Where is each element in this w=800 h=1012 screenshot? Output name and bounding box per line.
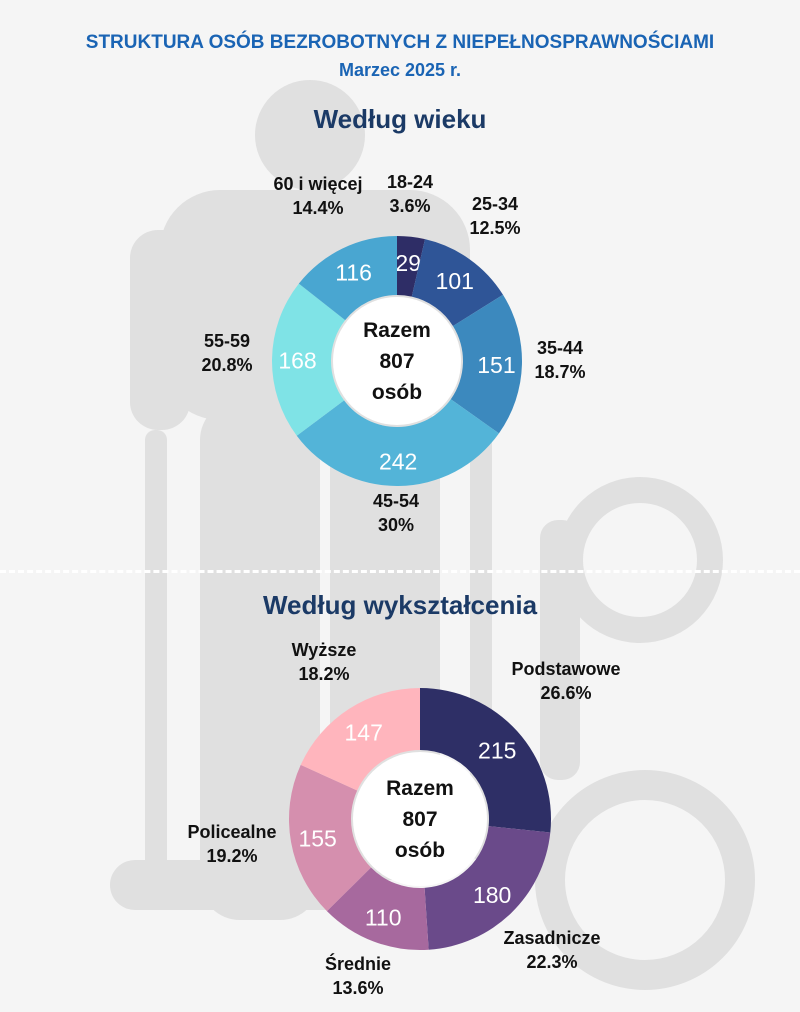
age-value-label-35-44: 151: [477, 352, 515, 378]
age-percent-label-25-34: 12.5%: [469, 218, 520, 238]
education-value-label-policealne: 155: [298, 825, 336, 851]
education-percent-label-zasadnicze: 22.3%: [526, 952, 577, 972]
education-chart-title: Według wykształcenia: [262, 590, 538, 620]
education-value-label-wyższe: 147: [344, 720, 382, 746]
age-percent-label-55-59: 20.8%: [201, 355, 252, 375]
age-chart-title: Według wieku: [313, 104, 487, 134]
age-category-label-60-i-więcej: 60 i więcej: [273, 174, 362, 194]
education-center-label-1: 807: [402, 808, 437, 831]
age-donut-chart: 29 18-24 3.6% 101 25-34 12.5% 151 35-44 18.7% 242…: [201, 172, 585, 535]
age-slice-25-34: [411, 239, 503, 327]
age-slice-55-59: [272, 283, 346, 436]
age-center-label-2: osób: [372, 381, 422, 404]
age-slice-45-54: [296, 399, 499, 486]
education-slice-zasadnicze: [424, 826, 551, 950]
age-percent-label-45-54: 30%: [378, 515, 414, 535]
education-category-label-podstawowe: Podstawowe: [511, 659, 620, 679]
age-category-label-35-44: 35-44: [537, 338, 583, 358]
education-center-label-0: Razem: [386, 777, 454, 800]
education-value-label-podstawowe: 215: [478, 737, 516, 763]
education-slice-średnie: [326, 867, 429, 950]
main-title: STRUKTURA OSÓB BEZROBOTNYCH Z NIEPEŁNOSP…: [85, 32, 715, 53]
education-center-label-2: osób: [395, 839, 445, 862]
age-donut-center: [333, 297, 461, 425]
age-value-label-45-54: 242: [379, 448, 417, 474]
age-percent-label-60-i-więcej: 14.4%: [292, 198, 343, 218]
education-percent-label-policealne: 19.2%: [206, 846, 257, 866]
education-slice-podstawowe: [420, 688, 551, 833]
age-value-label-55-59: 168: [278, 348, 316, 374]
education-slice-wyższe: [300, 688, 420, 791]
age-percent-label-18-24: 3.6%: [389, 196, 430, 216]
education-donut-center: [353, 752, 487, 886]
age-value-label-60-i-więcej: 116: [335, 259, 372, 285]
age-center-label-1: 807: [379, 350, 414, 373]
age-value-label-25-34: 101: [436, 268, 474, 294]
education-value-label-zasadnicze: 180: [473, 882, 511, 908]
education-percent-label-wyższe: 18.2%: [298, 664, 349, 684]
age-percent-label-35-44: 18.7%: [534, 362, 585, 382]
age-slice-18-24: [397, 236, 425, 297]
age-slice-35-44: [450, 294, 523, 434]
age-value-label-18-24: 29: [395, 250, 421, 276]
age-category-label-18-24: 18-24: [387, 172, 433, 192]
education-category-label-policealne: Policealne: [187, 822, 276, 842]
age-category-label-45-54: 45-54: [373, 491, 419, 511]
education-category-label-zasadnicze: Zasadnicze: [503, 928, 600, 948]
main-subtitle: Marzec 2025 r.: [338, 60, 462, 80]
education-percent-label-średnie: 13.6%: [332, 978, 383, 998]
age-category-label-25-34: 25-34: [472, 194, 518, 214]
education-category-label-średnie: Średnie: [325, 953, 391, 974]
education-value-label-średnie: 110: [365, 904, 402, 930]
age-center-label-0: Razem: [363, 319, 431, 342]
education-category-label-wyższe: Wyższe: [292, 640, 357, 660]
education-donut-chart: 215 Podstawowe 26.6% 180 Zasadnicze 22.3% 110 Ś…: [187, 640, 620, 998]
age-slice-60-i-więcej: [298, 236, 397, 321]
education-percent-label-podstawowe: 26.6%: [540, 683, 591, 703]
age-category-label-55-59: 55-59: [204, 331, 250, 351]
section-divider: [0, 570, 800, 573]
education-slice-policealne: [289, 764, 371, 912]
